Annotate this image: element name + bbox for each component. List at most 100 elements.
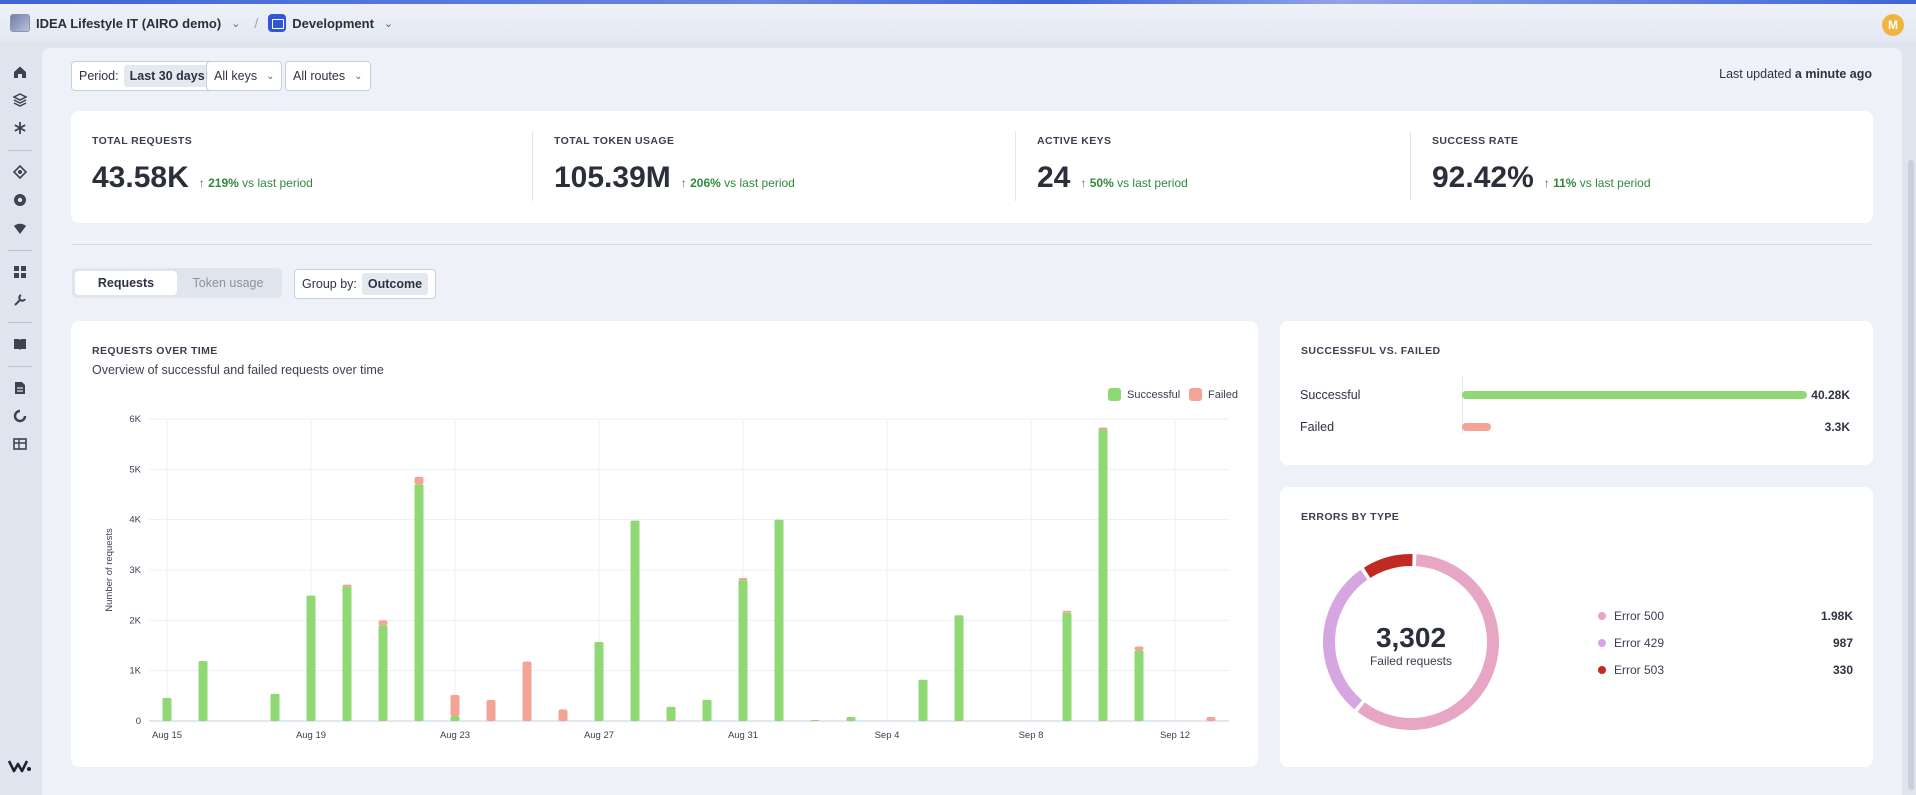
- last-updated-prefix: Last updated: [1719, 67, 1792, 81]
- row-value: 40.28K: [1811, 388, 1850, 402]
- group-by-value: Outcome: [361, 273, 429, 295]
- bar-successful: [954, 615, 964, 721]
- home-icon[interactable]: [12, 64, 28, 80]
- successful-row: Successful 40.28K: [1300, 385, 1850, 405]
- bar-successful: [774, 519, 784, 721]
- dashboard-icon[interactable]: [12, 264, 28, 280]
- legend-label: Successful: [1127, 388, 1181, 401]
- bar-successful: [342, 586, 352, 721]
- donut-total-label: Failed requests: [1370, 654, 1452, 668]
- requests-bar-chart: 0 1K 2K 3K 4K 5K 6K Aug 15 Aug 19 Aug 23 Aug 27 Aug…: [104, 414, 1229, 741]
- bar-successful: [306, 595, 316, 721]
- x-tick-label: Aug 19: [296, 730, 326, 741]
- kpi-label: ACTIVE KEYS: [1037, 135, 1112, 147]
- bar-successful: [270, 693, 280, 721]
- logo-icon[interactable]: [8, 758, 32, 774]
- bar-successful: [594, 641, 604, 721]
- legend-value: 987: [1832, 636, 1853, 650]
- bar-failed: [342, 584, 352, 587]
- org-name: IDEA Lifestyle IT (AIRO demo): [36, 15, 222, 31]
- period-filter[interactable]: Period: Last 30 days: [71, 61, 219, 91]
- scrollbar[interactable]: [1908, 160, 1914, 790]
- kpi-divider: [532, 131, 533, 201]
- chevron-down-icon: ⌄: [231, 17, 241, 30]
- kpi-delta: ↑ 50% vs last period: [1080, 176, 1188, 190]
- document-icon[interactable]: [12, 380, 28, 396]
- y-tick-label: 1K: [129, 666, 141, 677]
- bar-successful: [162, 697, 172, 721]
- bar-failed: [738, 578, 748, 581]
- bar-failed: [1062, 610, 1072, 613]
- bar-successful: [198, 661, 208, 721]
- routes-filter[interactable]: All routes ⌄: [285, 61, 371, 91]
- kpi-delta: ↑ 11% vs last period: [1543, 176, 1651, 190]
- arrow-up-icon: ↑: [1543, 176, 1550, 190]
- donut-slice-error-500: [1357, 554, 1499, 730]
- bar-failed: [1206, 716, 1216, 721]
- y-tick-label: 2K: [129, 615, 141, 626]
- donut-total: 3,302: [1376, 622, 1446, 653]
- y-tick-label: 6K: [129, 414, 141, 425]
- failed-bar: [1462, 423, 1492, 431]
- book-icon[interactable]: [12, 336, 28, 352]
- snowflake-icon[interactable]: [12, 120, 28, 136]
- legend-dot: [1598, 666, 1606, 674]
- avatar[interactable]: M: [1882, 14, 1904, 36]
- refresh-icon[interactable]: [12, 408, 28, 424]
- x-tick-label: Aug 15: [152, 730, 182, 741]
- card-title: ERRORS BY TYPE: [1301, 511, 1400, 523]
- tab-token-usage[interactable]: Token usage: [192, 276, 264, 290]
- kpi-value: 24: [1037, 161, 1071, 194]
- legend-label: Error 500: [1614, 609, 1665, 623]
- x-tick-label: Sep 12: [1160, 730, 1190, 741]
- errors-card: ERRORS BY TYPE 3,302 Failed requests Err…: [1280, 487, 1873, 767]
- layers-icon[interactable]: [12, 92, 28, 108]
- bar-failed: [414, 476, 424, 485]
- kpi-value: 43.58K: [92, 161, 189, 194]
- successful-bar: [1462, 391, 1807, 399]
- org-switcher[interactable]: IDEA Lifestyle IT (AIRO demo) ⌄: [10, 14, 240, 32]
- kpi-delta: ↑ 206% vs last period: [680, 176, 795, 190]
- table-icon[interactable]: [12, 436, 28, 452]
- x-tick-label: Aug 31: [728, 730, 758, 741]
- legend-failed: Failed: [1189, 388, 1238, 401]
- legend-label: Failed: [1208, 388, 1238, 401]
- shield-icon[interactable]: [12, 220, 28, 236]
- row-value: 3.3K: [1824, 420, 1850, 434]
- loading-bar: [0, 0, 1916, 4]
- kpi-divider: [1015, 131, 1016, 201]
- period-value: Last 30 days: [123, 65, 211, 87]
- environment-icon: [268, 14, 287, 32]
- bar-failed: [1134, 646, 1144, 651]
- kpi-label: TOTAL REQUESTS: [92, 135, 193, 147]
- kpi-divider: [1410, 131, 1411, 201]
- bar-successful: [810, 719, 820, 721]
- sidebar: [0, 42, 40, 795]
- arrow-up-icon: ↑: [198, 176, 205, 190]
- donut-slice-error-429: [1323, 569, 1368, 710]
- globe-icon[interactable]: [12, 192, 28, 208]
- legend-value: 1.98K: [1820, 609, 1853, 623]
- environment-name: Development: [292, 15, 374, 31]
- breadcrumb-separator: /: [254, 15, 259, 31]
- environment-switcher[interactable]: Development ⌄: [268, 14, 393, 32]
- keys-filter[interactable]: All keys ⌄: [206, 61, 283, 91]
- route-icon[interactable]: [12, 164, 28, 180]
- bar-successful: [1062, 612, 1072, 721]
- org-logo-icon: [10, 14, 30, 32]
- bar-failed: [1098, 427, 1108, 430]
- wrench-icon[interactable]: [12, 292, 28, 308]
- bar-successful: [702, 699, 712, 721]
- legend-error-503: Error 503 330: [1598, 663, 1853, 677]
- metric-tabs: Requests Token usage: [72, 268, 282, 298]
- group-by-filter[interactable]: Group by: Outcome: [294, 269, 437, 299]
- chevron-down-icon: ⌄: [354, 70, 363, 82]
- bar-successful: [630, 520, 640, 721]
- success-failed-card: SUCCESSFUL VS. FAILED Successful 40.28K …: [1280, 321, 1873, 465]
- arrow-up-icon: ↑: [1080, 176, 1087, 190]
- bar-successful: [738, 580, 748, 721]
- y-tick-label: 3K: [129, 565, 141, 576]
- kpi-label: SUCCESS RATE: [1432, 135, 1519, 147]
- last-updated: Last updated a minute ago: [1719, 67, 1872, 81]
- tab-requests[interactable]: Requests: [75, 271, 177, 295]
